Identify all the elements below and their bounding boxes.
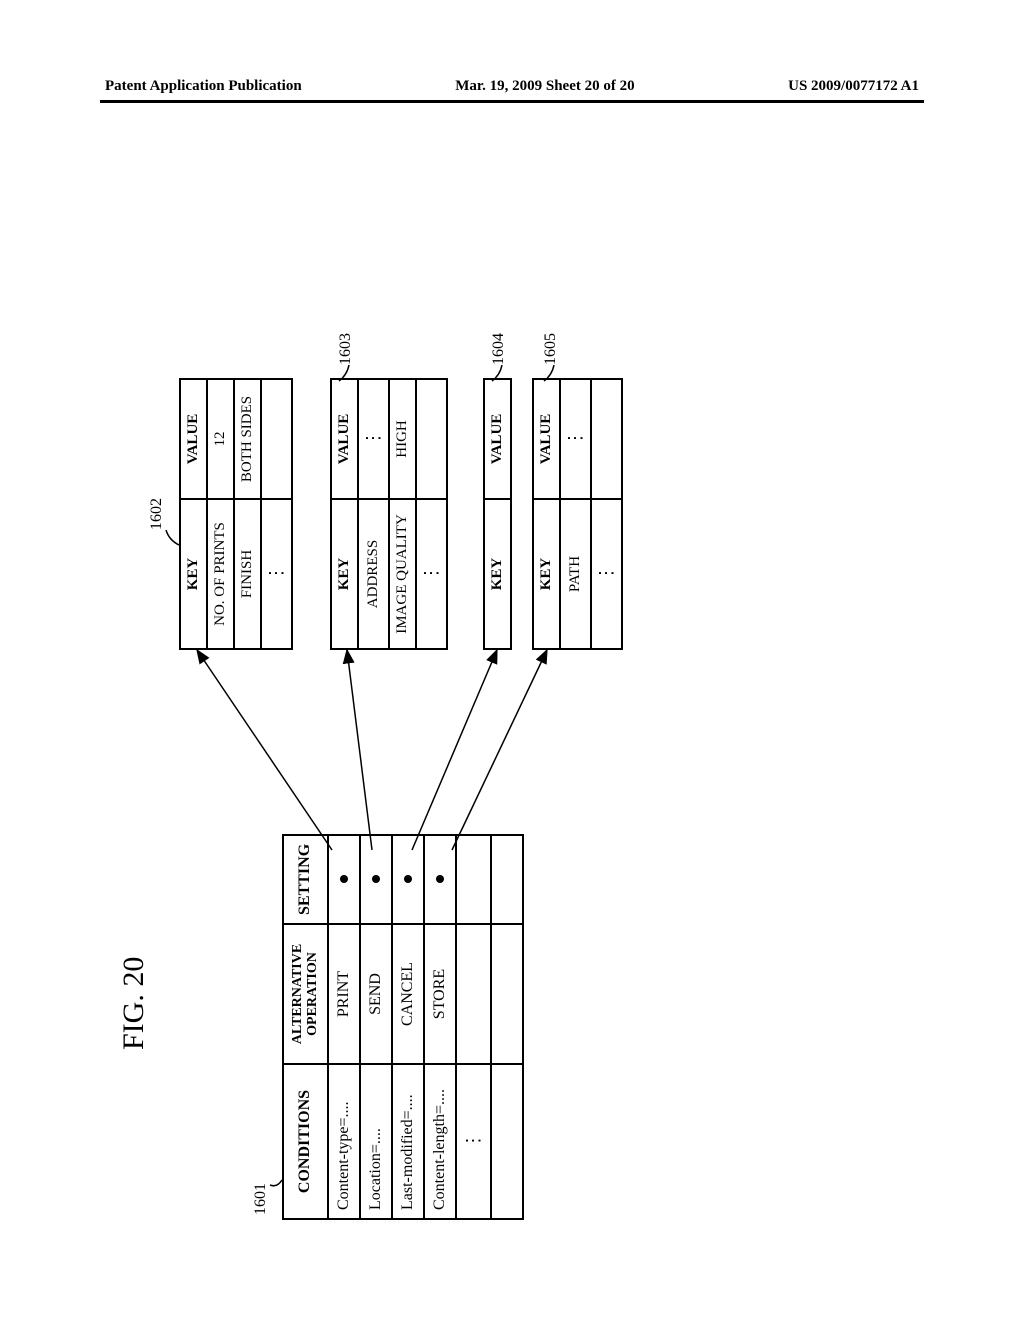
kv-key-header: KEY <box>331 499 358 649</box>
table-row: Content-type=.... PRINT <box>328 835 360 1219</box>
table-row: IMAGE QUALITY HIGH <box>389 379 416 649</box>
cell-operation: CANCEL <box>392 924 424 1064</box>
kv-table-1603: KEY VALUE ADDRESS ⋮ IMAGE QUALITY HIGH ⋮ <box>330 378 448 650</box>
table-row <box>491 835 523 1219</box>
cell-conditions: Content-length=.... <box>424 1064 456 1219</box>
cell-setting <box>424 835 456 924</box>
cell-setting <box>360 835 392 924</box>
header-right: US 2009/0077172 A1 <box>788 78 919 95</box>
kv-key-header: KEY <box>484 499 511 649</box>
kv-value-header: VALUE <box>533 379 560 499</box>
cell-setting <box>392 835 424 924</box>
kv-key-header: KEY <box>180 499 207 649</box>
bullet-icon <box>372 875 380 883</box>
cell-conditions: Last-modified=.... <box>392 1064 424 1219</box>
ellipsis-icon: ⋮ <box>463 1134 483 1150</box>
page-header: Patent Application Publication Mar. 19, … <box>0 78 1024 95</box>
cell-operation: STORE <box>424 924 456 1064</box>
ref-1604: 1604 <box>490 333 508 365</box>
table-row: ADDRESS ⋮ <box>358 379 389 649</box>
col-setting: SETTING <box>283 835 328 924</box>
figure-content: FIG. 20 1601 CONDITIONS ALTERNATIVE OPER… <box>112 150 912 1250</box>
table-row: Last-modified=.... CANCEL <box>392 835 424 1219</box>
kv-table-1605: KEY VALUE PATH ⋮ ⋮ <box>532 378 623 650</box>
cell-conditions: Content-type=.... <box>328 1064 360 1219</box>
kv-value-header: VALUE <box>331 379 358 499</box>
cell-conditions: ⋮ <box>456 1064 491 1219</box>
kv-table-1604: KEY VALUE <box>483 378 512 650</box>
table-row: ⋮ <box>591 379 622 649</box>
table-row: ⋮ <box>456 835 491 1219</box>
col-operation: ALTERNATIVE OPERATION <box>283 924 328 1064</box>
bullet-icon <box>340 875 348 883</box>
table-row: PATH ⋮ <box>560 379 591 649</box>
ellipsis-icon: ⋮ <box>266 566 286 582</box>
table-row: Content-length=.... STORE <box>424 835 456 1219</box>
kv-value-header: VALUE <box>180 379 207 499</box>
cell-operation: SEND <box>360 924 392 1064</box>
table-row: Location=.... SEND <box>360 835 392 1219</box>
ref-1605: 1605 <box>542 333 560 365</box>
col-conditions: CONDITIONS <box>283 1064 328 1219</box>
ref-1601: 1601 <box>252 1183 270 1215</box>
table-row: NO. OF PRINTS 12 <box>207 379 234 649</box>
header-left: Patent Application Publication <box>105 78 302 95</box>
header-divider <box>100 100 924 103</box>
table-row: FINISH BOTH SIDES <box>234 379 261 649</box>
header-middle: Mar. 19, 2009 Sheet 20 of 20 <box>455 78 634 95</box>
ellipsis-icon: ⋮ <box>596 566 616 582</box>
ellipsis-icon: ⋮ <box>421 566 441 582</box>
ellipsis-icon: ⋮ <box>565 431 585 447</box>
bullet-icon <box>436 875 444 883</box>
figure-title: FIG. 20 <box>117 957 151 1050</box>
cell-setting <box>328 835 360 924</box>
cell-operation: PRINT <box>328 924 360 1064</box>
ellipsis-icon: ⋮ <box>363 431 383 447</box>
bullet-icon <box>404 875 412 883</box>
ref-1602: 1602 <box>148 498 166 530</box>
kv-value-header: VALUE <box>484 379 511 499</box>
table-row: ⋮ <box>261 379 292 649</box>
kv-table-1602: KEY VALUE NO. OF PRINTS 12 FINISH BOTH S… <box>179 378 293 650</box>
cell-conditions: Location=.... <box>360 1064 392 1219</box>
kv-key-header: KEY <box>533 499 560 649</box>
table-row: ⋮ <box>416 379 447 649</box>
ref-1603: 1603 <box>337 333 355 365</box>
main-table: CONDITIONS ALTERNATIVE OPERATION SETTING… <box>282 834 524 1220</box>
